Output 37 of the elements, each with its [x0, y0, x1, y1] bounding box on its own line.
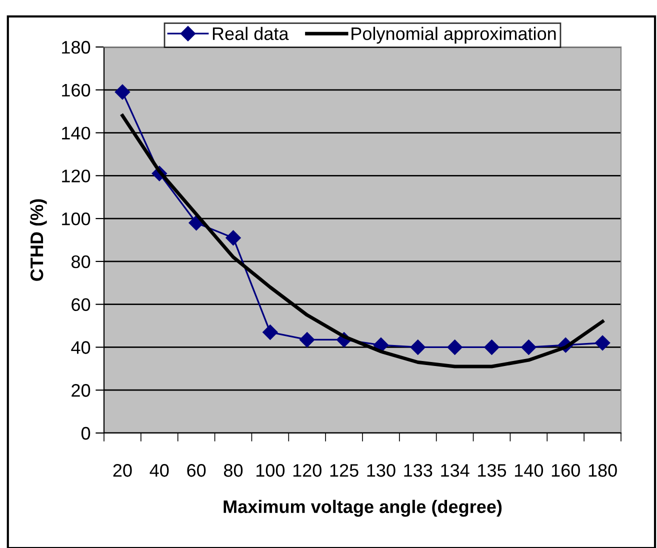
point	[447, 340, 462, 355]
x-tick-label: 80	[224, 464, 243, 477]
legend-label: Real data	[212, 26, 289, 40]
point	[410, 340, 426, 355]
x-tick-label: 133	[404, 464, 432, 477]
x-tick-label: 180	[588, 464, 617, 477]
x-tick-label: 120	[293, 464, 322, 477]
y-tick-label: 160	[62, 84, 90, 97]
x-tick-label: 160	[552, 464, 580, 477]
point	[594, 335, 610, 351]
x-tick-label: 125	[330, 464, 358, 477]
x-tick-label: 20	[113, 464, 132, 477]
point	[114, 84, 130, 100]
y-tick-label: 120	[62, 170, 90, 182]
x-tick-label: 40	[150, 464, 169, 477]
x-tick-label: 100	[256, 464, 285, 477]
x-tick-label: 140	[514, 464, 544, 477]
y-tick-label: 80	[72, 255, 90, 268]
x-tick-label: 60	[187, 464, 206, 477]
y-tick-label: 40	[71, 341, 90, 354]
point	[262, 324, 278, 340]
x-tick-label: 130	[367, 464, 396, 477]
legend-label: Polynomial approximation	[352, 26, 556, 44]
point	[521, 340, 536, 355]
y-tick-label: 0	[81, 426, 90, 440]
x-axis-title: Maximum voltage angle (degree)	[224, 500, 502, 517]
y-axis-title: CTHD (%)	[30, 199, 47, 281]
y-tick-label: 180	[62, 40, 90, 54]
y-tick-label: 140	[62, 126, 90, 140]
y-tick-label: 60	[72, 298, 90, 312]
point	[300, 332, 315, 348]
y-tick-label: 20	[72, 384, 90, 397]
point	[226, 230, 241, 246]
point	[484, 340, 500, 355]
x-tick-label: 135	[478, 464, 506, 477]
x-tick-label: 134	[441, 464, 470, 477]
y-tick-label: 100	[62, 212, 90, 226]
